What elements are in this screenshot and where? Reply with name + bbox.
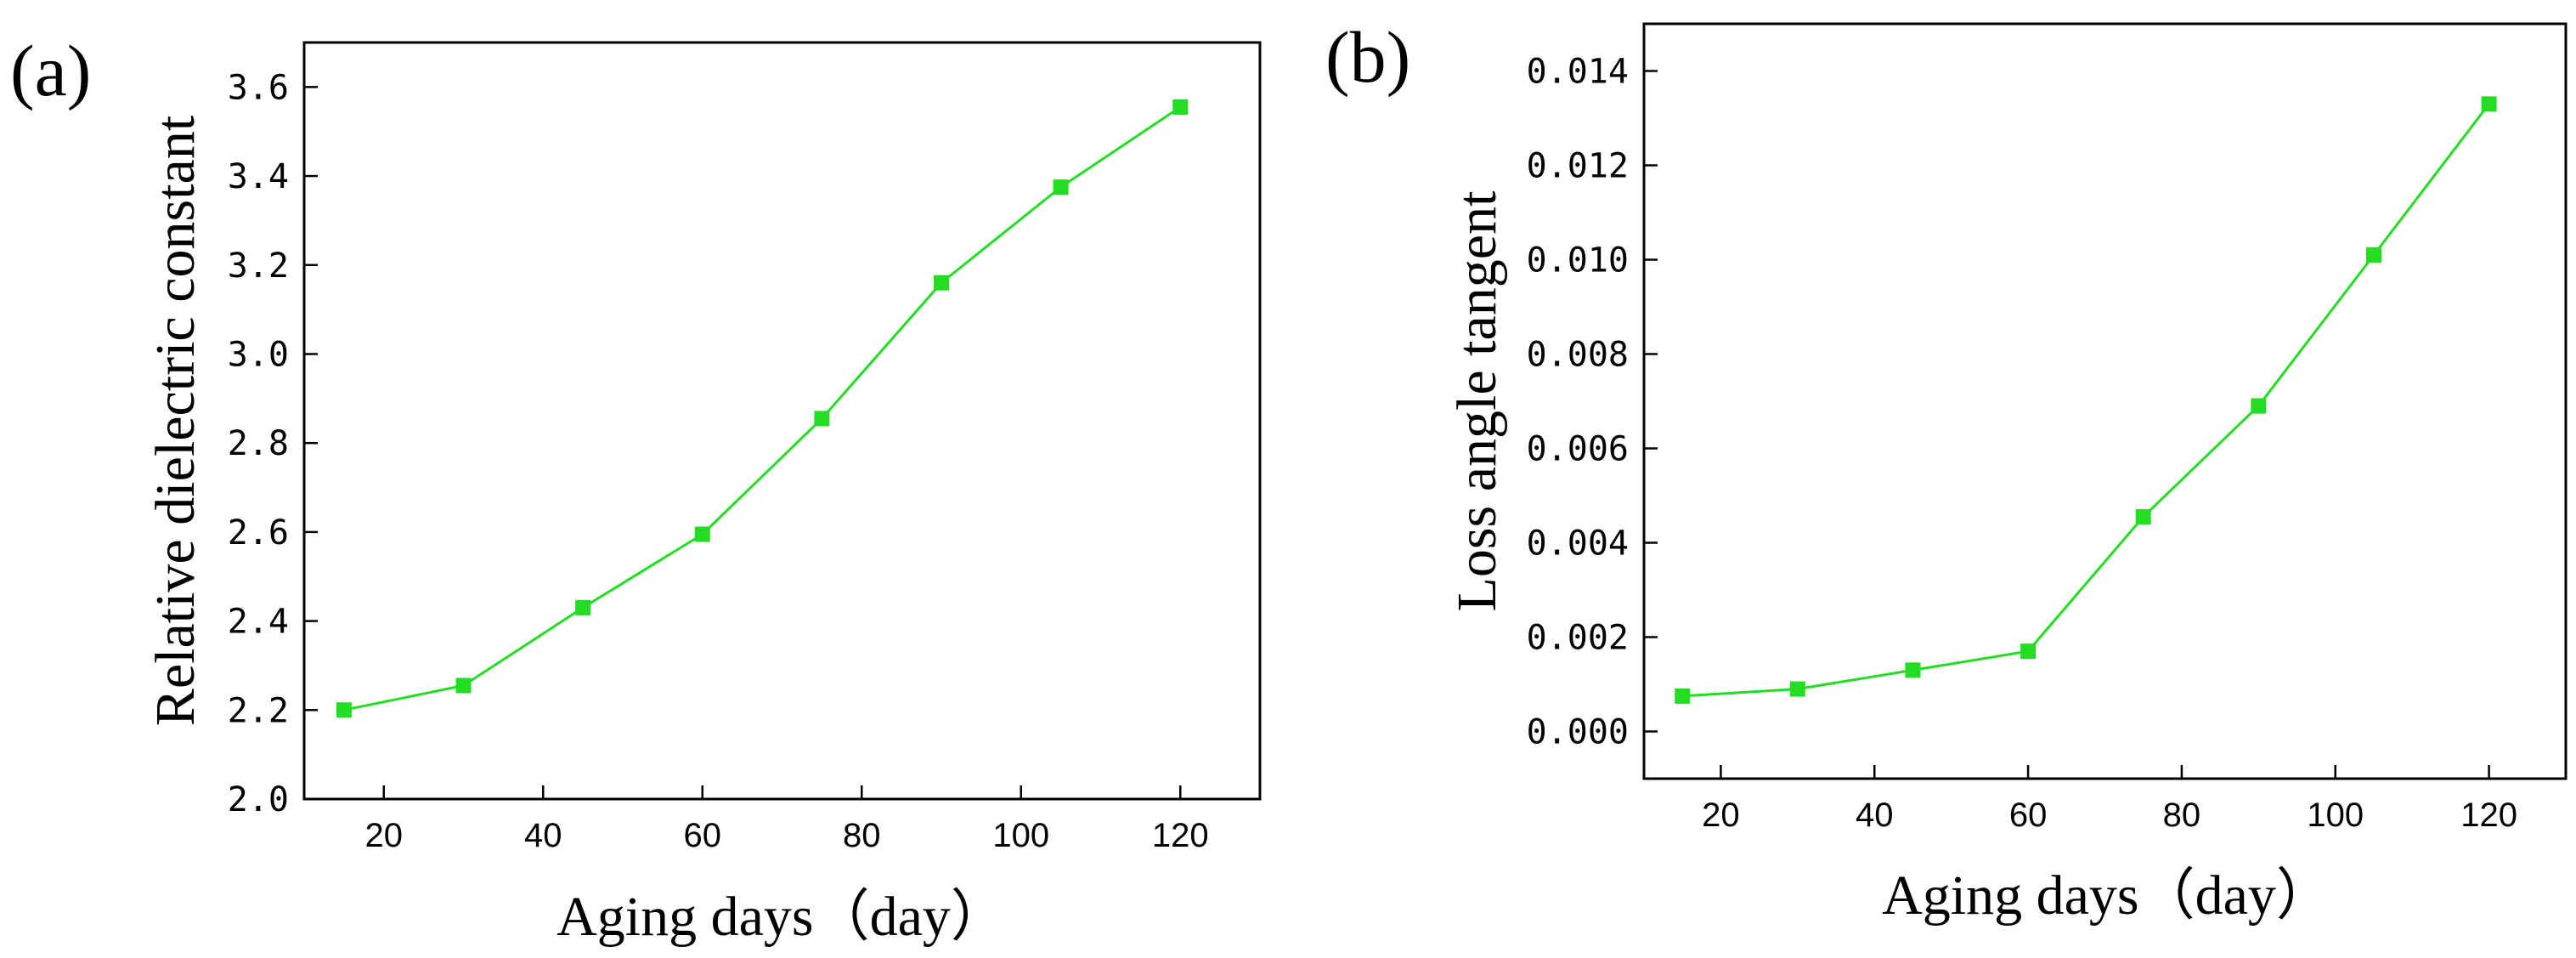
panel-a-data-point [694,526,710,542]
panel-a-y-tick-label: 2.0 [228,780,289,819]
panel-b-x-tick-label: 60 [2009,796,2048,834]
panel-b-markers [1675,96,2497,704]
panel-a-y-tick-label: 2.4 [228,603,289,642]
panel-b-series-line [1682,103,2490,698]
panel-a-data-point [575,599,591,615]
panel-a-x-tick-label: 100 [992,817,1049,854]
panel-b-data-point [2251,398,2267,414]
panel-b-data-point [2020,643,2037,660]
panel-b-x-ticks: 20 40 60 80 100 120 [1702,765,2517,834]
panel-b-y-tick-label: 0.004 [1527,524,1629,564]
panel-b-y-axis-title: Loss angle tangent [1446,191,1508,612]
panel-a-x-tick-label: 60 [684,817,722,854]
panel-b-y-tick-label: 0.008 [1527,336,1629,375]
panel-b-chart: (b) Loss angle tangent Aging days（day） 0… [1325,16,2568,927]
panel-b-y-tick-label: 0.002 [1527,619,1629,658]
panel-a-data-point [934,275,949,291]
panel-a-y-tick-label: 3.4 [228,157,289,196]
panel-a-y-tick-label: 3.6 [228,68,289,107]
panel-a-data-point [336,702,352,718]
panel-b-y-tick-label: 0.006 [1527,430,1629,469]
panel-b-x-axis-title: Aging days（day） [1882,864,2332,927]
panel-b-y-ticks: 0.000 0.002 0.004 0.006 0.008 0.010 0.012 0.014 [1527,53,1658,752]
panel-a-data-point [814,411,830,427]
panel-b-x-tick-label: 120 [2460,796,2517,834]
panel-a-y-tick-label: 2.8 [228,424,289,463]
panel-a-y-tick-label: 3.2 [228,247,289,286]
panel-a-x-axis-title: Aging days（day） [556,886,1007,948]
panel-b-x-tick-label: 80 [2163,796,2201,834]
panel-b-y-tick-label: 0.012 [1527,147,1629,186]
panel-b-y-tick-label: 0.000 [1527,713,1629,752]
panel-a-label: (a) [10,30,91,111]
panel-b-data-point [2135,508,2151,524]
panel-b-data-point [2481,96,2497,112]
panel-b-plot-frame [1642,22,2568,780]
panel-b-data-point [2365,247,2381,263]
panel-a-y-ticks: 2.0 2.2 2.4 2.6 2.8 3.0 3.2 3.4 3.6 [228,68,318,819]
panel-b-y-tick-label: 0.014 [1527,53,1629,92]
panel-a-x-tick-label: 40 [524,817,562,854]
panel-a-x-tick-label: 80 [843,817,881,854]
panel-b-data-point [1905,662,1921,678]
panel-a-series-line [343,105,1182,711]
panel-a-x-tick-label: 120 [1152,817,1209,854]
panel-a-y-tick-label: 3.0 [228,335,289,374]
panel-a-y-tick-label: 2.6 [228,513,289,553]
panel-b-label: (b) [1325,16,1410,98]
panel-a-data-point [1053,179,1069,196]
panel-a-data-point [455,677,472,694]
panel-b-y-tick-label: 0.010 [1527,241,1629,281]
panel-b-x-tick-label: 20 [1702,796,1740,834]
panel-a-plot-frame [302,41,1262,801]
panel-a-x-ticks: 20 40 60 80 100 120 [365,785,1209,854]
panel-b-x-tick-label: 40 [1856,796,1894,834]
panel-b-x-tick-label: 100 [2307,796,2364,834]
panel-b-data-point [1675,688,1691,704]
panel-a-markers [336,99,1189,718]
panel-a-data-point [1172,99,1189,115]
panel-a-y-tick-label: 2.2 [228,691,289,730]
panel-a-y-axis-title: Relative dielectric constant [144,116,206,726]
panel-b-data-point [1789,681,1805,697]
panel-a-x-tick-label: 20 [365,817,404,854]
panel-a-chart: (a) Relative dielectric constant Aging d… [10,30,1262,948]
